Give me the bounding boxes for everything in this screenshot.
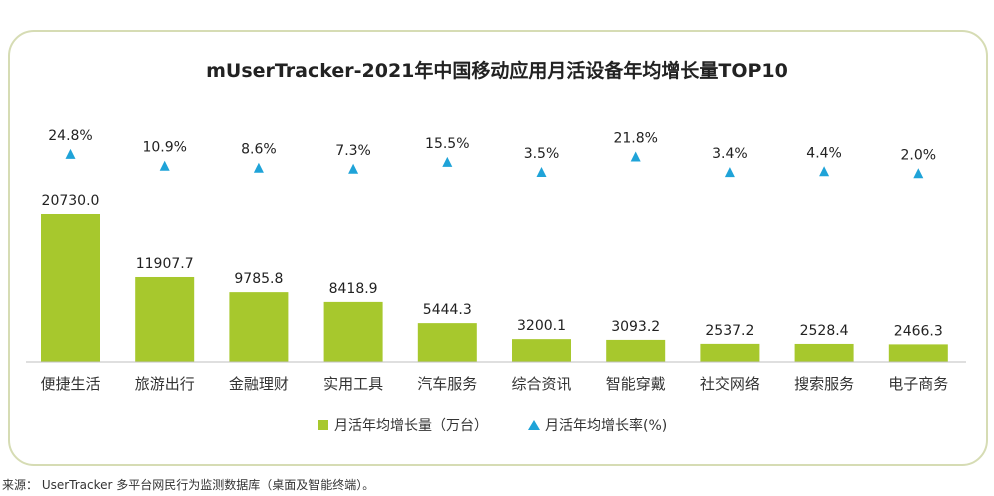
bar-value-label: 3093.2: [611, 319, 660, 335]
bar-value-label: 2466.3: [894, 323, 943, 339]
bar: [41, 214, 100, 362]
legend-rate-label: 月活年均增长率(%): [545, 417, 667, 434]
bar: [229, 292, 289, 362]
rate-marker: [253, 162, 264, 173]
bars: 20730.0 11907.7 9785.8 8418.9 5444.3 3200.1 30…: [41, 193, 948, 362]
category-label: 电子商务: [888, 375, 948, 393]
rate-label: 2.0%: [901, 147, 937, 163]
rate-marker: [630, 151, 641, 162]
bar: [606, 339, 666, 362]
category-label: 便捷生活: [40, 375, 100, 393]
rate-label: 10.9%: [142, 140, 186, 156]
chart-frame: [8, 30, 988, 466]
bar-value-label: 11907.7: [136, 256, 194, 272]
rate-marker: [536, 167, 547, 178]
category-labels: 便捷生活 旅游出行 金融理财 实用工具 汽车服务 综合资讯 智能穿戴 社交网络 搜索服务 电子商务: [40, 375, 948, 393]
rate-marker: [913, 168, 924, 179]
bar: [794, 343, 854, 362]
rate-label: 24.8%: [48, 128, 92, 144]
rate-label: 3.4%: [712, 146, 748, 162]
bar: [512, 339, 571, 362]
bar: [417, 323, 477, 362]
bar: [888, 344, 948, 362]
rate-marker: [819, 166, 830, 177]
legend-bar-swatch: [318, 420, 328, 430]
bar-value-label: 9785.8: [234, 271, 283, 287]
category-label: 社交网络: [700, 375, 760, 393]
rate-marker: [159, 160, 170, 171]
rate-markers: 24.8% 10.9% 8.6% 7.3% 15.5% 3.5% 21.8% 3.4% 4.4%…: [48, 128, 937, 179]
bar-value-label: 20730.0: [42, 193, 100, 209]
category-label: 实用工具: [323, 375, 383, 393]
bar: [700, 343, 760, 362]
rate-marker: [724, 167, 735, 178]
rate-marker: [442, 156, 453, 167]
rate-label: 7.3%: [335, 143, 371, 159]
rate-label: 4.4%: [806, 145, 842, 161]
category-label: 金融理财: [229, 375, 289, 393]
rate-label: 15.5%: [425, 136, 469, 152]
bar: [135, 276, 195, 362]
legend-bar-label: 月活年均增长量（万台）: [334, 418, 488, 434]
bar-value-label: 8418.9: [329, 281, 378, 297]
rate-label: 8.6%: [241, 142, 277, 158]
category-label: 智能穿戴: [606, 375, 666, 393]
rate-label: 3.5%: [524, 146, 560, 162]
bar-value-label: 2528.4: [800, 323, 849, 339]
category-label: 旅游出行: [135, 375, 195, 393]
chart-title: mUserTracker-2021年中国移动应用月活设备年均增长量TOP10: [206, 59, 788, 82]
bar-value-label: 3200.1: [517, 318, 566, 334]
bar-value-label: 5444.3: [423, 302, 472, 318]
bar-value-label: 2537.2: [705, 323, 754, 339]
rate-label: 21.8%: [613, 130, 657, 146]
legend-triangle-icon: [528, 420, 540, 430]
category-label: 汽车服务: [417, 375, 477, 393]
source-note: 来源： UserTracker 多平台网民行为监测数据库（桌面及智能终端）。: [2, 478, 375, 492]
category-label: 搜索服务: [794, 375, 854, 393]
bar: [323, 301, 383, 362]
category-label: 综合资讯: [511, 375, 571, 393]
rate-marker: [65, 148, 76, 159]
legend: 月活年均增长量（万台） 月活年均增长率(%): [318, 417, 667, 434]
rate-marker: [348, 163, 359, 174]
